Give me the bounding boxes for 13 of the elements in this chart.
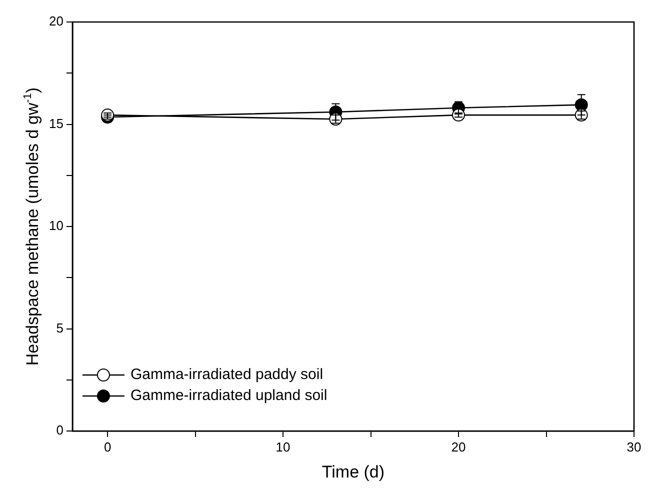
x-tick-label: 10	[276, 439, 290, 454]
legend-label: Gamma-irradiated paddy soil	[130, 366, 324, 384]
y-axis-title: Headspace methane (umoles d gw-1)	[22, 87, 42, 366]
y-tick-label: 10	[48, 218, 64, 234]
y-tick-label: 5	[56, 320, 64, 336]
y-tick-label: 0	[56, 422, 64, 438]
x-tick-label: 20	[451, 439, 466, 454]
x-tick-label: 0	[104, 439, 112, 454]
y-tick-label: 20	[48, 14, 64, 29]
x-axis-title: Time (d)	[322, 462, 385, 482]
y-tick-label: 15	[48, 116, 64, 131]
legend-label: Gamme-irradiated upland soil	[130, 387, 328, 404]
x-tick-label: 30	[626, 439, 642, 454]
